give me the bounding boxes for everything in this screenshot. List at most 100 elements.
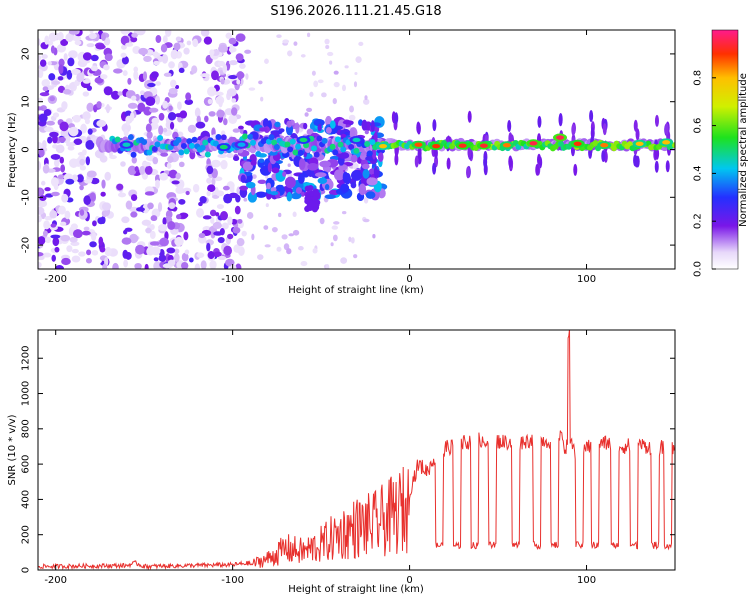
heatmap-cell: [292, 211, 297, 218]
heatmap-cell: [187, 124, 197, 133]
heatmap-cell: [213, 231, 223, 236]
heatmap-cell: [325, 44, 330, 49]
heatmap-cell: [358, 183, 367, 196]
heatmap-cell: [245, 73, 249, 80]
heatmap-cell: [198, 201, 203, 207]
heatmap-cell: [353, 81, 358, 88]
heatmap-cell: [113, 68, 123, 74]
heatmap-cell: [479, 143, 488, 148]
heatmap-cell: [249, 139, 256, 146]
heatmap-cell: [366, 150, 373, 157]
heatmap-cell: [333, 81, 340, 88]
heatmap-cell: [83, 195, 91, 206]
heatmap-cell: [135, 244, 145, 255]
heatmap-cell: [68, 30, 78, 35]
heatmap-cell: [502, 142, 511, 148]
heatmap-cell: [79, 209, 85, 216]
heatmap-cell: [82, 91, 90, 97]
heatmap-cell: [352, 137, 361, 143]
heatmap-cell: [194, 107, 201, 118]
heatmap-cell: [123, 129, 129, 137]
heatmap-cell: [83, 226, 90, 231]
heatmap-cell: [217, 255, 227, 261]
heatmap-cell: [170, 79, 177, 88]
heatmap-cell: [180, 142, 187, 149]
heatmap-cell: [71, 248, 79, 254]
heatmap-cell: [211, 70, 219, 81]
heatmap-cell: [68, 50, 78, 59]
heatmap-cell: [217, 237, 225, 244]
heatmap-cell: [138, 47, 148, 56]
heatmap-cell: [333, 221, 340, 225]
heatmap-cell: [321, 92, 327, 98]
heatmap-cell: [341, 211, 347, 215]
heatmap-cell: [592, 140, 599, 147]
heatmap-cell: [125, 42, 134, 47]
heatmap-cell: [235, 53, 244, 61]
heatmap-cell: [52, 112, 60, 118]
heatmap-cell: [185, 190, 190, 196]
heatmap-cell: [262, 118, 269, 128]
heatmap-cell: [303, 122, 308, 130]
heatmap-cell: [217, 153, 227, 158]
heatmap-cell: [90, 54, 99, 62]
heatmap-cell: [173, 253, 180, 262]
heatmap-cell: [192, 183, 200, 193]
heatmap-cell: [273, 143, 280, 150]
snr-ylabel: SNR (10 * v/v): [7, 414, 18, 485]
heatmap-cell: [122, 249, 129, 259]
heatmap-cell: [60, 39, 69, 47]
heatmap-cell: [121, 56, 129, 65]
heatmap-cell: [117, 91, 123, 96]
heatmap-cell: [166, 162, 172, 169]
heatmap-cell: [162, 217, 167, 226]
heatmap-cell: [316, 135, 323, 142]
heatmap-cell: [48, 73, 56, 81]
heatmap-cell: [233, 244, 242, 253]
heatmap-cell: [290, 192, 302, 200]
heatmap-cell: [228, 192, 239, 199]
heatmap-cell: [298, 158, 306, 170]
heatmap-cell: [537, 115, 542, 128]
heatmap-cell: [168, 87, 178, 95]
heatmap-cell: [304, 112, 309, 117]
heatmap-cell: [104, 246, 112, 257]
heatmap-cell: [432, 162, 437, 175]
heatmap-cell: [85, 139, 95, 150]
heatmap-cell: [284, 176, 296, 189]
heatmap-cell: [218, 98, 223, 108]
heatmap-cell: [199, 196, 207, 204]
heatmap-cell: [573, 163, 578, 176]
heatmap-cell: [232, 128, 240, 133]
chart-title: S196.2026.111.21.45.G18: [270, 4, 441, 19]
heatmap-cell: [212, 194, 220, 199]
heatmap-cell: [55, 144, 65, 154]
heatmap-cell: [244, 49, 252, 54]
heatmap-cell: [149, 241, 160, 246]
heatmap-cell: [288, 233, 295, 237]
heatmap-cell: [270, 191, 279, 196]
heatmap-cell: [58, 136, 66, 143]
heatmap-cell: [204, 151, 211, 158]
heatmap-cell: [71, 255, 81, 263]
heatmap-cell: [58, 205, 66, 215]
heatmap-ylabel: Frequency (Hz): [7, 112, 18, 188]
heatmap-cell: [202, 139, 209, 146]
heatmap-cell: [178, 67, 185, 74]
y-tick-label: -20: [21, 237, 32, 253]
heatmap-cell: [170, 49, 179, 60]
heatmap-cell: [217, 60, 226, 67]
heatmap-cell: [372, 233, 376, 239]
heatmap-cell: [97, 217, 105, 225]
heatmap-cell: [297, 149, 304, 156]
heatmap-cell: [80, 123, 87, 134]
heatmap-cell: [82, 111, 91, 121]
heatmap-cell: [235, 263, 242, 269]
heatmap-cell: [212, 140, 219, 147]
heatmap-cell: [66, 245, 73, 253]
heatmap-cell: [282, 171, 287, 177]
heatmap-cell: [321, 137, 328, 144]
heatmap-cell: [189, 257, 194, 263]
heatmap-cell: [222, 63, 228, 74]
heatmap-cell: [135, 30, 146, 36]
